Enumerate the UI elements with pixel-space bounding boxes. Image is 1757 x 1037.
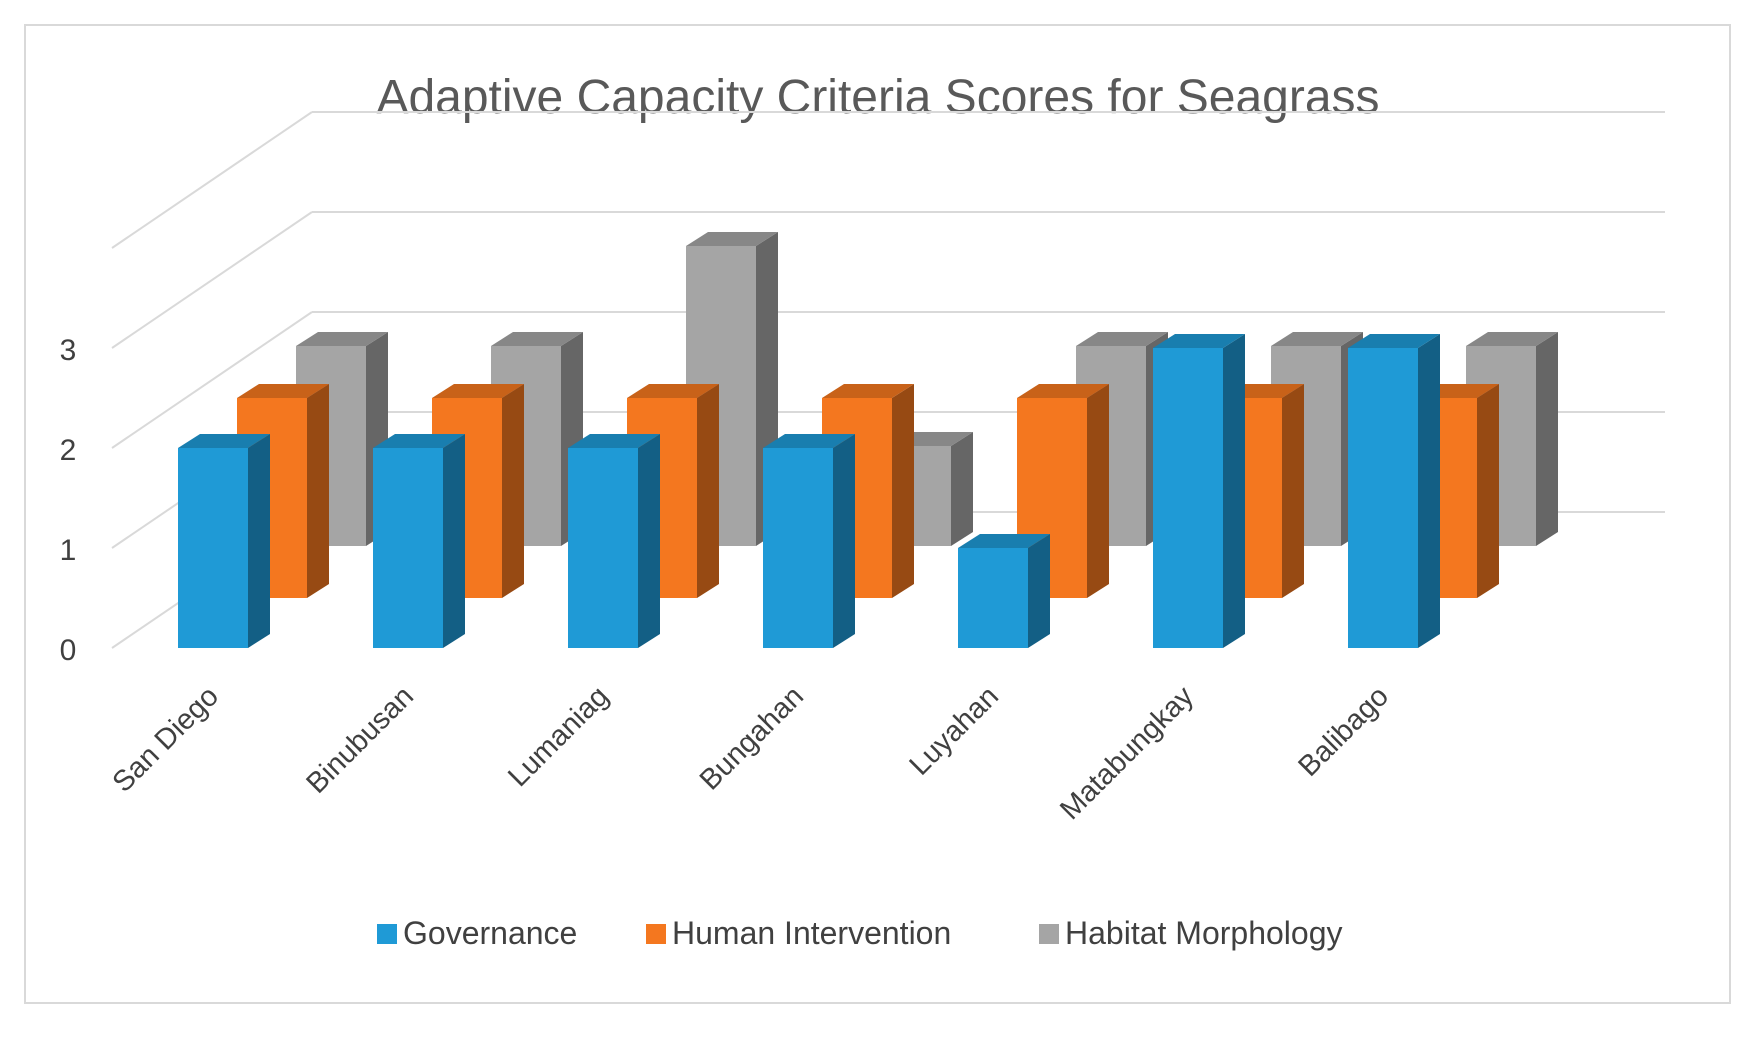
side-wall-gridline	[111, 111, 313, 249]
bar-top	[491, 332, 583, 346]
y-tick-label: 3	[60, 334, 77, 367]
bar-side	[443, 434, 465, 648]
bar-side	[1028, 534, 1050, 648]
x-category-label: San Diego	[107, 680, 225, 798]
legend-item: Human Intervention	[646, 915, 951, 951]
bar-front	[763, 448, 833, 648]
y-axis-ticks: 0 1 2 3	[60, 334, 77, 667]
bar-side	[892, 384, 914, 598]
bar-top	[763, 434, 855, 448]
y-tick-label: 2	[60, 434, 77, 467]
bar-side	[1536, 332, 1558, 546]
bar-top	[1153, 334, 1245, 348]
bar-top	[958, 534, 1050, 548]
bars	[178, 232, 1558, 648]
x-category-label: Matabungkay	[1054, 680, 1200, 826]
bar-side	[1087, 384, 1109, 598]
bar-top	[686, 232, 778, 246]
bar	[373, 434, 465, 648]
bar	[958, 534, 1050, 648]
bar-top	[1271, 332, 1363, 346]
bar	[1348, 334, 1440, 648]
series-human-intervention	[237, 384, 1499, 598]
x-category-label: Lumaniag	[502, 680, 615, 793]
bar-front	[178, 448, 248, 648]
bar	[568, 434, 660, 648]
bar-top	[178, 434, 270, 448]
bar-front	[373, 448, 443, 648]
bar-top	[1076, 332, 1168, 346]
y-tick-label: 0	[60, 634, 77, 667]
legend-swatch	[646, 924, 666, 944]
bar-top	[568, 434, 660, 448]
bar-top	[1017, 384, 1109, 398]
bar	[763, 434, 855, 648]
bar-top	[237, 384, 329, 398]
bar-top	[1348, 334, 1440, 348]
legend-item: Habitat Morphology	[1039, 915, 1342, 951]
bar-side	[1282, 384, 1304, 598]
bar	[1153, 334, 1245, 648]
legend-item: Governance	[377, 915, 577, 951]
side-wall-gridline	[111, 311, 313, 449]
x-category-label: Binubusan	[300, 680, 420, 800]
bar-front	[1153, 348, 1223, 648]
x-category-label: Balibago	[1293, 680, 1395, 782]
x-axis-labels: San Diego Binubusan Lumaniag Bungahan Luyaha…	[107, 680, 1395, 826]
bar-top	[296, 332, 388, 346]
bar-side	[697, 384, 719, 598]
bar-side	[833, 434, 855, 648]
bar-side	[307, 384, 329, 598]
legend: Governance Human Intervention Habitat Morp…	[377, 915, 1342, 951]
bar-top	[432, 384, 524, 398]
bar	[237, 384, 329, 598]
legend-label: Habitat Morphology	[1065, 915, 1342, 951]
legend-label: Governance	[403, 915, 577, 951]
chart-title: Adaptive Capacity Criteria Scores for Se…	[376, 71, 1379, 124]
y-tick-label: 1	[60, 534, 77, 567]
bar-side	[248, 434, 270, 648]
bar-top	[1466, 332, 1558, 346]
bar-top	[373, 434, 465, 448]
bar-top	[822, 384, 914, 398]
x-category-label: Luyahan	[904, 680, 1005, 781]
bar-side	[1418, 334, 1440, 648]
legend-swatch	[1039, 924, 1059, 944]
bar-side	[951, 432, 973, 546]
bar-front	[568, 448, 638, 648]
legend-swatch	[377, 924, 397, 944]
bar-side	[1477, 384, 1499, 598]
bar-side	[502, 384, 524, 598]
bar-front	[958, 548, 1028, 648]
bar-side	[1223, 334, 1245, 648]
legend-label: Human Intervention	[672, 915, 951, 951]
bar-front	[1348, 348, 1418, 648]
bar-side	[638, 434, 660, 648]
bar-top	[627, 384, 719, 398]
series-governance	[178, 334, 1440, 648]
side-wall-gridline	[111, 211, 313, 349]
x-category-label: Bungahan	[694, 680, 810, 796]
bar	[178, 434, 270, 648]
